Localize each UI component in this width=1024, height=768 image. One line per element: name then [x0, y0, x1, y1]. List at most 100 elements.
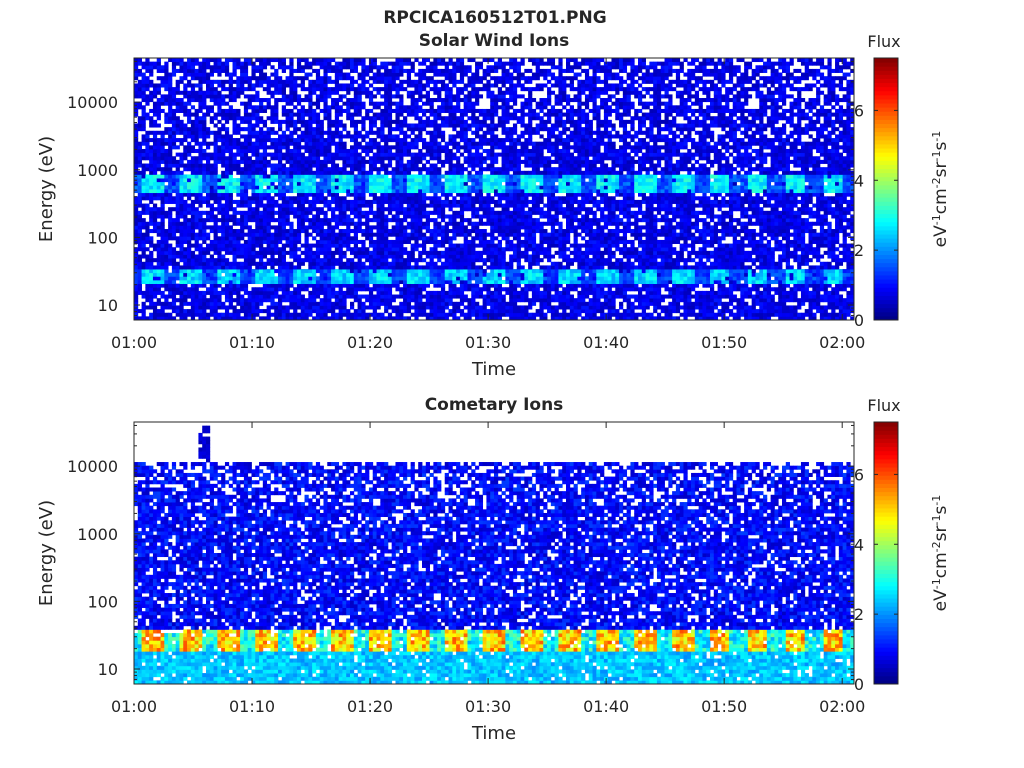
colorbar-swatch	[874, 258, 898, 264]
colorbar-units-label: eV-1cm-2sr-1s-1	[930, 495, 952, 612]
colorbar-swatch	[874, 193, 898, 198]
colorbar-swatch	[874, 438, 898, 443]
colorbar-swatch	[874, 630, 898, 636]
colorbar-swatch	[874, 589, 898, 595]
colorbar-swatch	[874, 197, 898, 202]
colorbar-swatch	[874, 577, 898, 583]
colorbar-swatch	[874, 205, 898, 210]
colorbar-swatch	[874, 234, 898, 239]
colorbar-swatch	[874, 221, 898, 227]
colorbar-frame	[873, 421, 899, 685]
colorbar-swatch	[874, 74, 898, 79]
colorbar-swatch	[874, 156, 898, 161]
colorbar-swatch	[874, 430, 898, 435]
colorbar-swatch	[874, 213, 898, 219]
colorbar-swatch	[874, 107, 898, 112]
colorbar-swatch	[874, 254, 898, 260]
colorbar-swatch	[874, 614, 898, 619]
colorbar-swatch	[874, 557, 898, 562]
heatmap-cells	[134, 425, 855, 685]
colorbar-tick-label: 4	[854, 535, 864, 554]
colorbar-swatch	[874, 475, 898, 480]
x-tick-label: 01:50	[701, 333, 747, 352]
colorbar-swatch	[874, 160, 898, 165]
colorbar-swatch	[874, 209, 898, 215]
colorbar-swatch	[874, 467, 898, 472]
colorbar-tick-label: 6	[854, 465, 864, 484]
colorbar-swatch	[874, 610, 898, 615]
x-tick-label: 01:20	[347, 697, 393, 716]
colorbar-swatch	[874, 82, 898, 88]
colorbar-swatch	[874, 176, 898, 182]
colorbar-swatch	[874, 168, 898, 174]
colorbar: 0 2 4 6 Flux eV-1cm-2sr-1s-1	[854, 396, 951, 694]
colorbar-swatch	[874, 119, 898, 124]
x-tick-label: 01:30	[465, 333, 511, 352]
y-tick-label: 10000	[67, 93, 118, 112]
x-tick-label: 02:00	[819, 697, 865, 716]
colorbar-swatch	[874, 62, 898, 67]
x-tick-label: 01:40	[583, 333, 629, 352]
colorbar-swatch	[874, 70, 898, 75]
plot-frame	[133, 421, 855, 685]
colorbar-swatch	[874, 503, 898, 509]
colorbar-swatch	[874, 561, 898, 566]
colorbar-swatch	[874, 274, 898, 280]
y-tick-label: 100	[87, 228, 118, 247]
colorbar-swatch	[874, 299, 898, 305]
x-tick-label: 01:10	[229, 333, 275, 352]
y-tick-label: 10000	[67, 457, 118, 476]
colorbar-swatch	[874, 569, 898, 574]
colorbar-swatch	[874, 58, 898, 63]
colorbar-tick-label: 2	[854, 241, 864, 260]
colorbar-tick-label: 6	[854, 101, 864, 120]
colorbar-frame	[873, 57, 899, 321]
colorbar-swatch	[874, 78, 898, 84]
colorbar-swatch	[874, 184, 898, 190]
colorbar-tick-label: 0	[854, 311, 864, 330]
y-tick-label: 10	[98, 660, 118, 679]
x-axis-label: Time	[471, 723, 516, 744]
colorbar-swatch	[874, 103, 898, 108]
colorbar-swatch	[874, 663, 898, 669]
colorbar-swatch	[874, 581, 898, 587]
colorbar-swatch	[874, 189, 898, 194]
colorbar-swatch	[874, 238, 898, 243]
colorbar-swatch	[874, 164, 898, 170]
y-tick-label: 1000	[77, 161, 118, 180]
colorbar-swatch	[874, 675, 898, 681]
colorbar-swatch	[874, 479, 898, 484]
colorbar-title: Flux	[867, 396, 900, 415]
colorbar-swatch	[874, 544, 898, 550]
colorbar-swatch	[874, 606, 898, 611]
panel-title-cometary: Cometary Ions	[134, 395, 854, 415]
colorbar-swatch	[874, 626, 898, 632]
colorbar-swatch	[874, 98, 898, 104]
colorbar-swatch	[874, 585, 898, 591]
heatmap-cells	[134, 58, 855, 321]
colorbar-swatch	[874, 487, 898, 493]
colorbar-swatch	[874, 315, 898, 321]
colorbar-swatch	[874, 442, 898, 448]
colorbar-swatch	[874, 602, 898, 607]
y-tick-label: 10	[98, 296, 118, 315]
colorbar-swatch	[874, 172, 898, 178]
colorbar-swatch	[874, 152, 898, 157]
colorbar-swatch	[874, 622, 898, 628]
y-tick-label: 1000	[77, 525, 118, 544]
plot-frame	[133, 57, 855, 321]
colorbar-swatch	[874, 454, 898, 460]
x-tick-label: 01:40	[583, 697, 629, 716]
colorbar-swatch	[874, 201, 898, 206]
colorbar-swatch	[874, 303, 898, 309]
colorbar-swatch	[874, 287, 898, 292]
colorbar-swatch	[874, 291, 898, 296]
colorbar-swatch	[874, 528, 898, 534]
x-tick-label: 01:20	[347, 333, 393, 352]
colorbar-swatch	[874, 651, 898, 656]
colorbar-swatch	[874, 499, 898, 505]
colorbar-swatch	[874, 242, 898, 247]
colorbar-swatch	[874, 111, 898, 116]
colorbar-swatch	[874, 618, 898, 624]
colorbar-swatch	[874, 507, 898, 513]
